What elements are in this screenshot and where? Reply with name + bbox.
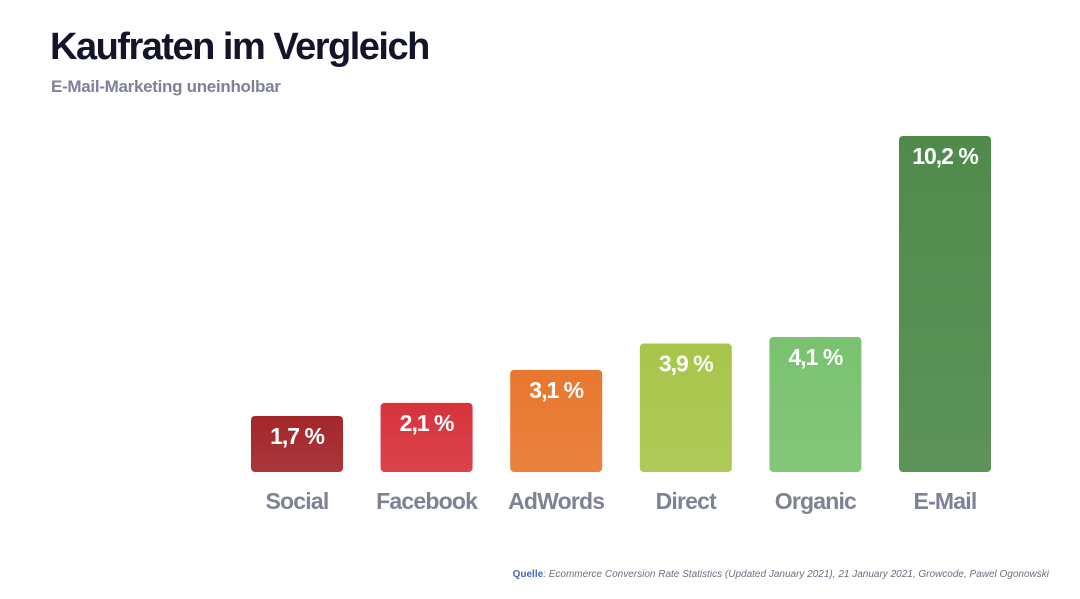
category-label: Social: [266, 488, 329, 514]
bar-e-mail: [899, 136, 991, 472]
category-label: Facebook: [376, 488, 478, 514]
value-label: 1,7 %: [270, 423, 324, 449]
source-label: Quelle: [512, 569, 544, 580]
source-text: : Ecommerce Conversion Rate Statistics (…: [543, 569, 1049, 580]
bar-facebook: [380, 402, 473, 472]
chart-subtitle: E-Mail-Marketing uneinholbar: [51, 77, 281, 96]
value-label: 3,9 %: [659, 351, 713, 377]
chart-title: Kaufraten im Vergleich: [50, 26, 430, 68]
bar-adwords: [510, 369, 603, 472]
category-label: AdWords: [508, 488, 604, 514]
source-note: Quelle: Ecommerce Conversion Rate Statis…: [513, 569, 1049, 580]
category-label: Organic: [775, 488, 857, 514]
bar-social: [251, 416, 343, 472]
bar-organic: [769, 336, 862, 472]
value-label: 4,1 %: [788, 344, 842, 370]
category-label: Direct: [656, 488, 718, 514]
bar-direct: [639, 343, 732, 472]
value-label: 10,2 %: [912, 143, 978, 169]
value-label: 3,1 %: [529, 377, 583, 403]
value-label: 2,1 %: [400, 410, 454, 436]
category-label: E-Mail: [914, 488, 977, 514]
